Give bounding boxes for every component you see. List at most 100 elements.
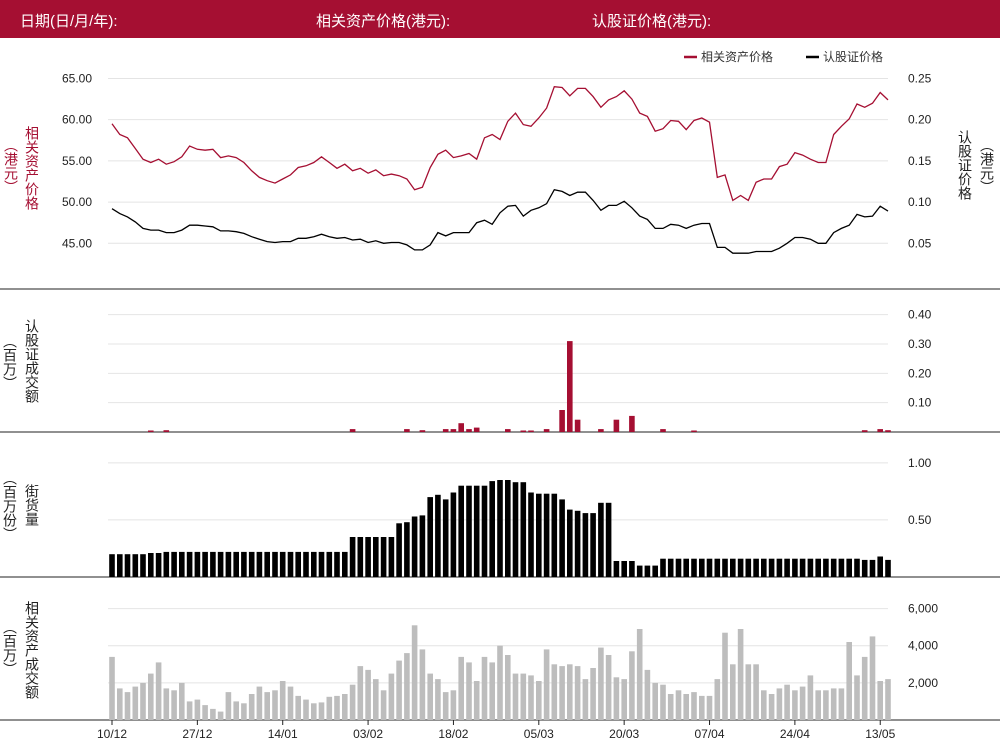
outstanding-bar	[567, 509, 573, 577]
asset-turnover-bar	[885, 679, 891, 720]
x-tick-label: 24/04	[780, 727, 810, 741]
asset-turnover-bar	[411, 625, 418, 720]
warrant-turnover-bar	[349, 429, 356, 432]
outstanding-bar	[334, 551, 340, 577]
outstanding-bar	[132, 554, 139, 577]
asset-turnover-bar	[241, 703, 247, 720]
y-tick-label-right: 0.15	[908, 154, 932, 168]
outstanding-bar	[272, 551, 278, 577]
x-tick-label: 10/12	[97, 727, 127, 741]
warrant-turnover-bar	[598, 429, 604, 432]
asset-turnover-bar	[543, 649, 550, 720]
outstanding-bar	[745, 558, 752, 577]
warrant-turnover-bar	[691, 430, 697, 432]
warrant-turnover-bar	[458, 423, 464, 432]
asset-turnover-bar	[303, 699, 309, 720]
asset-turnover-bar	[605, 655, 612, 720]
outstanding-bar	[171, 551, 177, 577]
warrant-price-line	[111, 188, 889, 254]
asset-turnover-bar	[311, 703, 317, 720]
asset-price-label: 相关资产价格(港元):	[316, 13, 451, 30]
outstanding-bar	[660, 558, 666, 577]
asset-turnover-bar	[807, 675, 814, 720]
asset-turnover-bar	[667, 694, 674, 720]
asset-turnover-axis-unit: （百万）	[1, 620, 17, 676]
x-tick-label: 07/04	[695, 727, 725, 741]
y-tick-label-right: 4,000	[908, 639, 938, 653]
outstanding-bar	[559, 499, 565, 577]
x-tick-label: 13/05	[865, 727, 895, 741]
asset-turnover-bar	[706, 695, 713, 720]
outstanding-bar	[714, 558, 721, 577]
outstanding-bar	[753, 558, 759, 577]
asset-turnover-bar	[877, 681, 883, 720]
outstanding-bar	[699, 558, 705, 577]
outstanding-bar	[683, 558, 689, 577]
x-tick-label: 03/02	[353, 727, 383, 741]
warrant-turnover-bar	[543, 429, 550, 432]
outstanding-bar	[761, 558, 767, 577]
outstanding-bar	[505, 480, 511, 577]
asset-turnover-bar	[799, 686, 806, 720]
outstanding-bar	[636, 565, 643, 577]
outstanding-bar	[124, 554, 131, 577]
asset-turnover-bar	[248, 694, 255, 720]
warrant-turnover-bar	[148, 430, 154, 432]
asset-turnover-bar	[481, 656, 488, 720]
warrant-turnover-bar	[473, 427, 480, 432]
outstanding-bar	[256, 551, 263, 577]
asset-turnover-bar	[869, 636, 876, 720]
asset-turnover-bar	[202, 705, 208, 720]
outstanding-bar	[241, 551, 247, 577]
outstanding-bar	[264, 551, 270, 577]
asset-turnover-bar	[815, 690, 821, 720]
outstanding-bar	[473, 485, 480, 577]
outstanding-bar	[404, 522, 410, 577]
asset-turnover-bar	[730, 664, 736, 720]
outstanding-bar	[807, 558, 814, 577]
asset-turnover-bar	[745, 664, 752, 720]
asset-turnover-bar	[830, 688, 837, 720]
asset-turnover-bar	[753, 664, 759, 720]
outstanding-bar	[722, 558, 728, 577]
asset-turnover-bar	[450, 690, 457, 720]
asset-turnover-bar	[466, 662, 472, 720]
asset-turnover-bar	[349, 684, 356, 720]
outstanding-bar	[357, 537, 364, 577]
asset-turnover-bar	[380, 690, 387, 720]
x-tick-label: 18/02	[438, 727, 468, 741]
outstanding-bar	[179, 551, 185, 577]
asset-turnover-bar	[675, 690, 682, 720]
asset-turnover-bar	[272, 690, 278, 720]
outstanding-bar	[706, 558, 713, 577]
outstanding-bar	[481, 485, 488, 577]
y-tick-label-right: 0.10	[908, 195, 932, 209]
outstanding-bar	[318, 551, 325, 577]
outstanding-bar	[225, 551, 232, 577]
outstanding-bar	[520, 482, 527, 577]
outstanding-bar	[652, 565, 658, 577]
outstanding-bar	[117, 554, 123, 577]
outstanding-bar	[691, 558, 697, 577]
warrant-turnover-bar	[442, 429, 449, 432]
asset-turnover-bar	[373, 679, 379, 720]
asset-turnover-bar	[699, 695, 705, 720]
outstanding-bar	[194, 551, 201, 577]
outstanding-bar	[784, 558, 790, 577]
warrant-turnover-bar	[613, 419, 620, 432]
asset-turnover-bar	[784, 684, 790, 720]
outstanding-bar	[202, 551, 208, 577]
warrant-turnover-bar	[861, 430, 868, 432]
outstanding-bar	[613, 561, 620, 577]
asset-turnover-bar	[792, 690, 798, 720]
warrant-turnover-bar	[574, 419, 581, 432]
outstanding-bar	[830, 558, 837, 577]
outstanding-bar	[295, 551, 301, 577]
outstanding-bar	[574, 510, 581, 577]
asset-turnover-bar	[419, 649, 426, 720]
legend: 相关资产价格 认股证价格	[684, 49, 883, 64]
outstanding-bar	[210, 551, 216, 577]
asset-turnover-bar	[427, 673, 433, 720]
outstanding-bar	[768, 558, 775, 577]
